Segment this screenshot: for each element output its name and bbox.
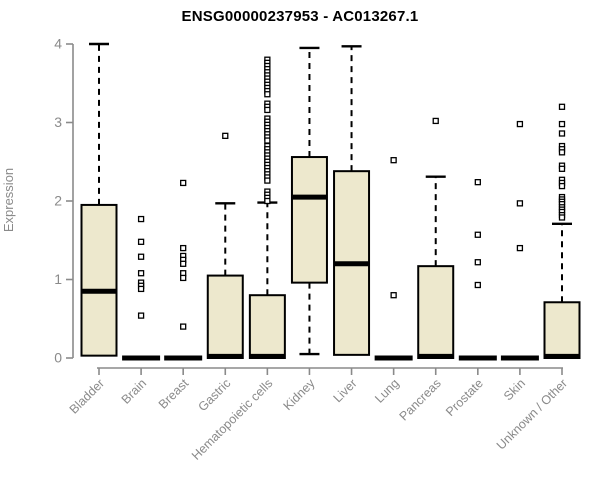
outlier-point — [137, 215, 145, 223]
y-tick-label: 0 — [54, 350, 62, 366]
flat-box-prostate — [458, 355, 497, 361]
box-bladder — [80, 203, 118, 357]
flat-box-skin — [500, 355, 539, 361]
y-tick-label: 2 — [54, 193, 62, 209]
outlier-point — [558, 165, 566, 172]
box-pancreas — [417, 265, 455, 359]
outlier-point — [558, 130, 566, 137]
y-tick-label: 4 — [54, 36, 62, 52]
outlier-point — [432, 117, 439, 125]
outlier-point — [558, 214, 566, 221]
outlier-point — [137, 253, 145, 260]
flat-box-brain — [122, 355, 161, 361]
y-tick-label: 1 — [54, 271, 62, 287]
outlier-point — [137, 285, 145, 293]
outlier-point — [264, 197, 271, 205]
outlier-point — [137, 238, 145, 245]
category-label-liver: Liver — [331, 376, 360, 405]
category-label-lung: Lung — [372, 376, 402, 406]
category-label-gastric: Gastric — [195, 376, 233, 414]
outlier-point — [137, 270, 145, 277]
outlier-point — [474, 231, 481, 238]
outlier-point — [558, 182, 566, 190]
box-unknown-other — [543, 301, 581, 360]
category-label-prostate: Prostate — [443, 376, 486, 419]
chart-title: ENSG00000237953 - AC013267.1 — [181, 8, 419, 25]
category-label-pancreas: Pancreas — [397, 376, 444, 423]
box-gastric — [206, 274, 244, 360]
outlier-point — [474, 259, 481, 266]
outlier-point — [180, 274, 187, 282]
outlier-point — [264, 106, 271, 114]
outlier-point — [264, 137, 271, 144]
outlier-point — [558, 120, 566, 128]
outlier-point — [558, 149, 566, 156]
outlier-point — [390, 157, 397, 164]
category-label-brain: Brain — [119, 376, 150, 407]
outlier-point — [474, 179, 481, 186]
box-hematopoietic-cells — [248, 294, 286, 360]
outlier-point — [222, 132, 229, 139]
category-label-breast: Breast — [156, 376, 192, 412]
outlier-point — [474, 281, 481, 289]
outlier-point — [264, 91, 271, 98]
outlier-point — [180, 244, 187, 252]
outlier-point — [390, 292, 397, 299]
y-tick-label: 3 — [54, 114, 62, 130]
category-label-hematopoietic-cells: Hematopoietic cells — [189, 376, 276, 463]
outlier-point — [516, 244, 524, 252]
category-label-kidney: Kidney — [281, 376, 318, 413]
outlier-point — [180, 323, 187, 330]
category-label-bladder: Bladder — [67, 376, 107, 416]
outlier-point — [264, 177, 271, 184]
box-kidney — [290, 156, 328, 284]
flat-box-breast — [164, 355, 203, 361]
category-label-skin: Skin — [501, 376, 528, 403]
outlier-point — [558, 103, 566, 110]
outlier-point — [516, 200, 524, 207]
outlier-point — [516, 120, 524, 128]
outlier-point — [180, 260, 187, 267]
outlier-point — [137, 312, 145, 319]
flat-box-lung — [374, 355, 413, 361]
outlier-point — [180, 179, 187, 187]
